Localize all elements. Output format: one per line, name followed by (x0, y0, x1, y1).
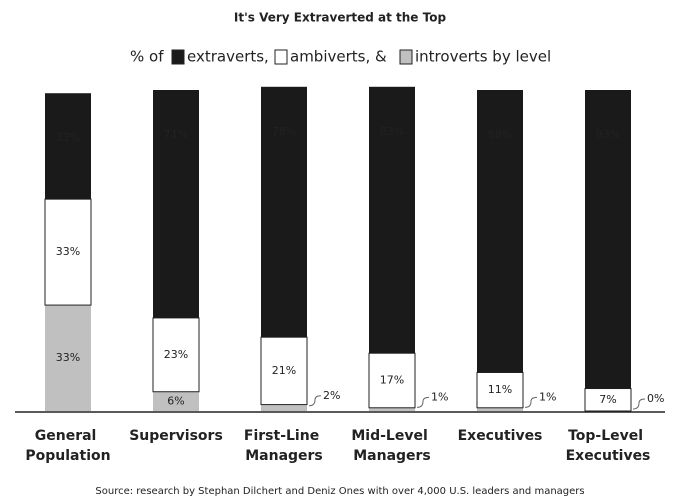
bar-segment (153, 391, 199, 411)
source-note: Source: research by Stephan Dilchert and… (95, 486, 584, 497)
value-label: 1% (431, 390, 448, 403)
bar-segment (261, 404, 307, 411)
value-label: 83% (380, 125, 404, 138)
x-tick-label: Top-Level Executives (566, 428, 651, 464)
legend-swatch (274, 49, 288, 65)
value-label: 17% (380, 374, 404, 387)
bar-segment (261, 86, 307, 338)
value-label: 23% (164, 348, 188, 361)
legend-label: introverts by level (415, 48, 551, 66)
legend-swatch (399, 49, 413, 65)
bar-segment (369, 86, 415, 354)
bar-segment (153, 90, 199, 318)
bar-segment (260, 336, 308, 406)
bar-segment (45, 93, 91, 200)
label-leader (632, 398, 646, 410)
bar-segment (477, 407, 523, 411)
value-label: 2% (323, 389, 340, 402)
bar-segment (45, 305, 91, 411)
value-label: 33% (56, 351, 80, 364)
value-label: 33% (56, 131, 80, 144)
value-label: 33% (56, 245, 80, 258)
label-leader (308, 395, 322, 407)
value-label: 0% (647, 392, 664, 405)
bar-segment (44, 198, 92, 306)
value-label: 21% (272, 364, 296, 377)
value-label: 11% (488, 383, 512, 396)
value-label: 1% (539, 390, 556, 403)
legend-label: ambiverts, & (290, 48, 387, 66)
x-tick-label: Supervisors (129, 428, 223, 444)
bar-segment (477, 90, 523, 373)
x-tick-label: First-Line Managers (244, 428, 324, 464)
bar-segment (369, 407, 415, 411)
legend-label: extraverts, (187, 48, 269, 66)
bar-segment (368, 352, 416, 409)
legend-title: % of (130, 48, 164, 66)
value-label: 88% (488, 128, 512, 141)
value-label: 71% (164, 128, 188, 141)
chart-title: It's Very Extraverted at the Top (234, 11, 447, 25)
value-label: 93% (596, 128, 620, 141)
x-tick-label: General Population (25, 428, 110, 464)
x-tick-label: Mid-Level Managers (351, 428, 432, 464)
value-label: 6% (167, 394, 184, 407)
label-leader (416, 396, 430, 408)
label-leader (524, 396, 538, 408)
x-tick-label: Executives (458, 428, 543, 444)
value-label: 78% (272, 125, 296, 138)
legend-swatch (171, 49, 185, 65)
value-label: 7% (599, 393, 616, 406)
bar-segment (585, 90, 631, 389)
